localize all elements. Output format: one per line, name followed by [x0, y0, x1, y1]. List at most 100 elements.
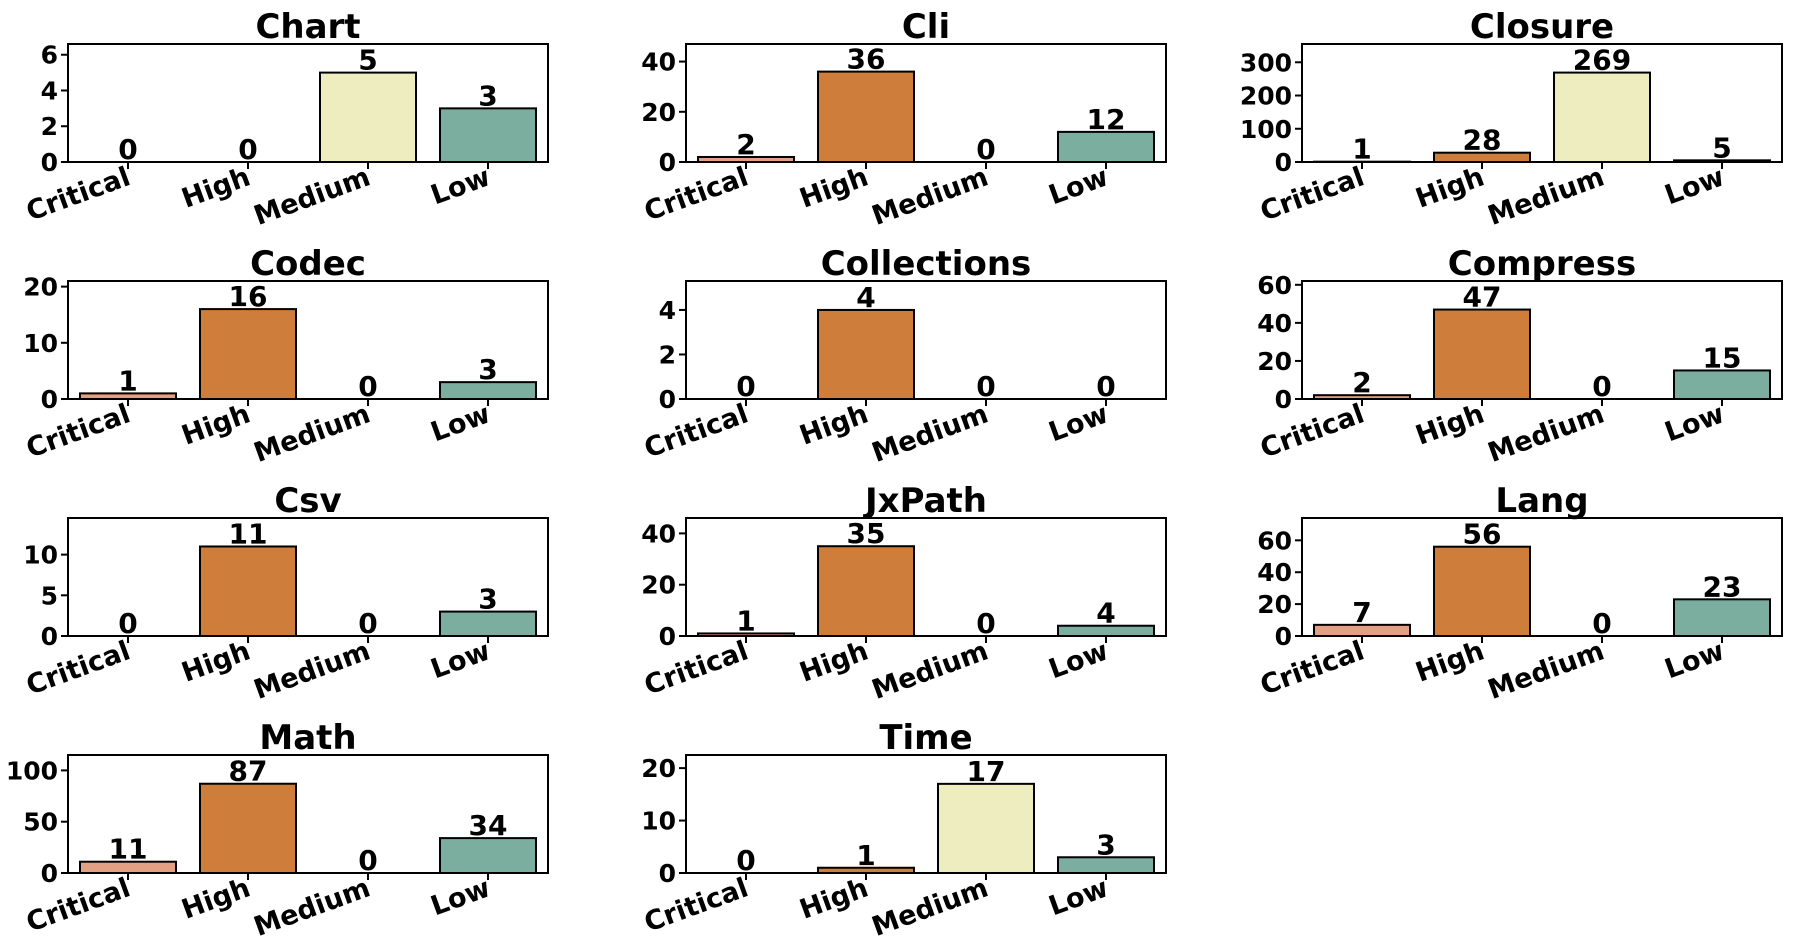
axes-frame-jxpath: [685, 517, 1167, 637]
xtick-label-collections-low: Low: [1045, 398, 1113, 448]
ytick-label-lang: 0: [1275, 622, 1292, 651]
value-label-csv-medium: 0: [358, 607, 377, 640]
xtick-label-chart-high: High: [178, 161, 255, 214]
xtick-label-chart-critical: Critical: [22, 161, 134, 227]
ytick-label-compress: 20: [1257, 347, 1292, 376]
ytick-label-lang: 40: [1257, 558, 1292, 587]
ytick-label-closure: 300: [1240, 48, 1292, 77]
bar-chart-low: [439, 107, 537, 164]
value-label-closure-high: 28: [1463, 124, 1502, 157]
bar-csv-high: [199, 545, 297, 638]
xtick-label-codec-medium: Medium: [250, 398, 374, 469]
xtick-label-cli-medium: Medium: [868, 161, 992, 232]
chart-title-lang: Lang: [1495, 481, 1588, 521]
axes-frame-chart: [67, 43, 549, 163]
axes-frame-csv: [67, 517, 549, 637]
value-label-cli-critical: 2: [736, 128, 755, 161]
ytick-label-codec: 20: [23, 273, 58, 302]
xtick-label-cli-low: Low: [1045, 161, 1113, 211]
ytick-label-time: 10: [641, 807, 676, 836]
xtick-label-chart-low: Low: [427, 161, 495, 211]
ytick-label-chart: 2: [41, 112, 58, 141]
axes-frame-codec: [67, 280, 549, 400]
xtick-label-collections-high: High: [796, 398, 873, 451]
value-label-time-critical: 0: [736, 844, 755, 877]
value-label-cli-medium: 0: [976, 133, 995, 166]
value-label-closure-critical: 1: [1352, 133, 1371, 166]
ytick-label-cli: 0: [659, 148, 676, 177]
chart-closure: Closure 1 28 269 5 0 100 200 300 Critical HighMedi…: [1240, 7, 1783, 232]
value-label-lang-low: 23: [1703, 570, 1742, 603]
ytick-label-collections: 0: [659, 385, 676, 414]
value-label-collections-critical: 0: [736, 370, 755, 403]
ytick-label-lang: 60: [1257, 526, 1292, 555]
value-label-chart-critical: 0: [118, 133, 137, 166]
chart-title-closure: Closure: [1470, 7, 1614, 47]
xtick-label-csv-high: High: [178, 635, 255, 688]
ytick-label-cli: 40: [641, 48, 676, 77]
xtick-label-time-high: High: [796, 872, 873, 925]
axes-frame-collections: [685, 280, 1167, 400]
ytick-label-compress: 60: [1257, 271, 1292, 300]
value-label-closure-medium: 269: [1573, 44, 1631, 77]
xtick-label-jxpath-high: High: [796, 635, 873, 688]
bar-compress-high: [1433, 308, 1531, 401]
xtick-label-closure-high: High: [1412, 161, 1489, 214]
value-label-time-high: 1: [856, 839, 875, 872]
axes-frame-math: [67, 754, 549, 874]
chart-title-collections: Collections: [821, 244, 1032, 284]
ytick-label-chart: 6: [41, 41, 58, 70]
value-label-chart-medium: 5: [358, 44, 377, 77]
bar-closure-medium: [1553, 71, 1651, 163]
value-label-math-medium: 0: [358, 844, 377, 877]
xtick-label-time-medium: Medium: [868, 872, 992, 943]
value-label-codec-critical: 1: [118, 364, 137, 397]
value-label-cli-low: 12: [1087, 103, 1126, 136]
xtick-label-csv-medium: Medium: [250, 635, 374, 706]
value-label-lang-medium: 0: [1592, 607, 1611, 640]
ytick-label-collections: 2: [659, 340, 676, 369]
chart-title-cli: Cli: [902, 7, 950, 47]
xtick-label-collections-critical: Critical: [640, 398, 752, 464]
value-label-math-low: 34: [469, 809, 508, 842]
value-label-csv-critical: 0: [118, 607, 137, 640]
xtick-label-math-low: Low: [427, 872, 495, 922]
value-label-codec-low: 3: [478, 353, 497, 386]
xtick-label-time-critical: Critical: [640, 872, 752, 938]
ytick-label-compress: 0: [1275, 385, 1292, 414]
value-label-compress-critical: 2: [1352, 366, 1371, 399]
value-label-jxpath-critical: 1: [736, 604, 755, 637]
ytick-label-chart: 4: [41, 76, 58, 105]
axes-frame-cli: [685, 43, 1167, 163]
value-label-compress-low: 15: [1703, 341, 1742, 374]
chart-title-csv: Csv: [274, 481, 341, 521]
value-label-lang-critical: 7: [1352, 596, 1371, 629]
value-label-jxpath-low: 4: [1096, 597, 1115, 630]
chart-title-codec: Codec: [250, 244, 366, 284]
ytick-label-math: 0: [41, 859, 58, 888]
xtick-label-jxpath-critical: Critical: [640, 635, 752, 701]
xtick-label-compress-medium: Medium: [1484, 398, 1608, 469]
value-label-jxpath-high: 35: [847, 517, 886, 550]
value-label-lang-high: 56: [1463, 518, 1502, 551]
value-label-csv-high: 11: [229, 517, 268, 550]
value-label-closure-low: 5: [1712, 131, 1731, 164]
bar-math-high: [199, 782, 297, 874]
bar-jxpath-high: [817, 545, 915, 638]
value-label-collections-high: 4: [856, 281, 875, 314]
xtick-label-cli-high: High: [796, 161, 873, 214]
xtick-label-collections-medium: Medium: [868, 398, 992, 469]
chart-title-jxpath: JxPath: [863, 481, 987, 521]
ytick-label-math: 100: [6, 756, 58, 785]
ytick-label-csv: 0: [41, 622, 58, 651]
value-label-compress-high: 47: [1463, 281, 1502, 314]
ytick-label-time: 20: [641, 754, 676, 783]
ytick-label-jxpath: 0: [659, 622, 676, 651]
